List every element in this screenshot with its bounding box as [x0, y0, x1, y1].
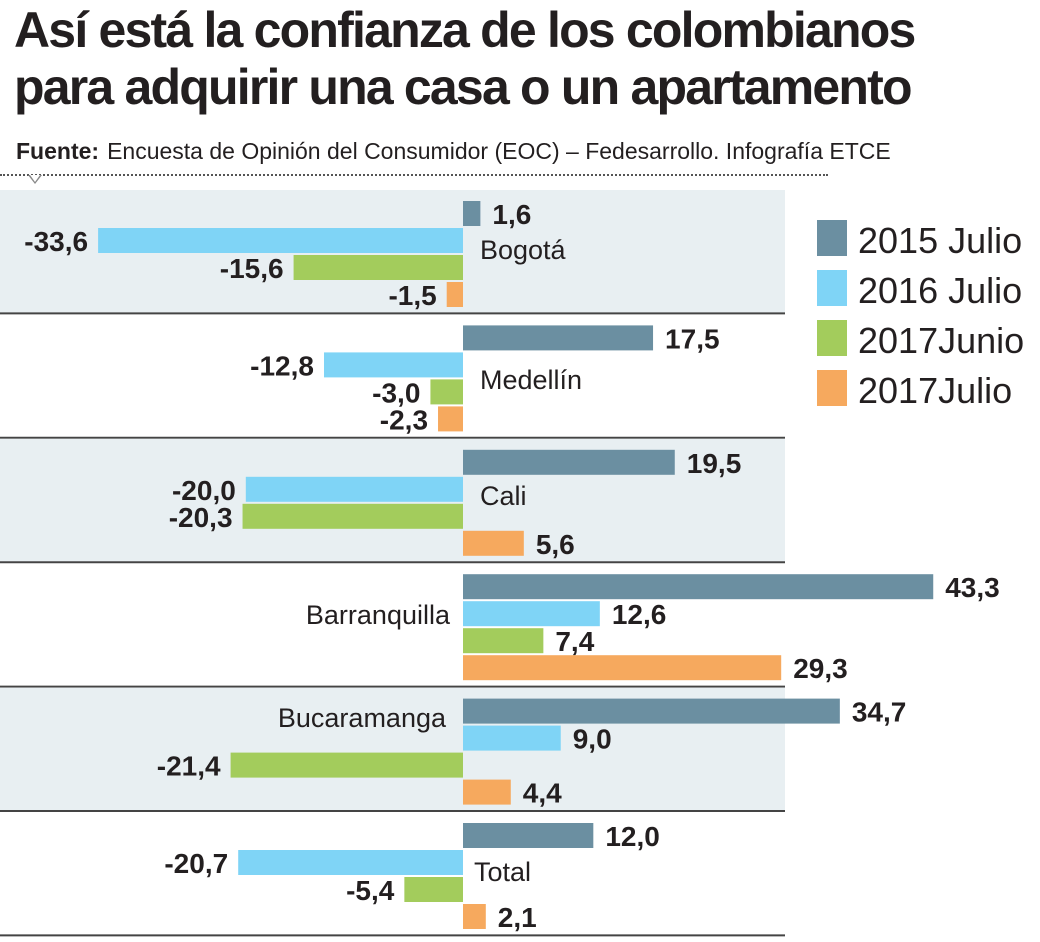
bar: [463, 779, 511, 805]
source-text: Encuesta de Opinión del Consumidor (EOC)…: [107, 138, 891, 164]
category-label: Total: [474, 857, 531, 887]
data-label: 34,7: [852, 697, 907, 728]
legend-swatch: [817, 220, 847, 256]
data-label: 5,6: [536, 529, 575, 560]
bar: [463, 698, 840, 724]
data-label: -3,0: [372, 377, 420, 408]
category-label: Medellín: [480, 365, 582, 395]
legend-label: 2017Junio: [858, 320, 1024, 361]
data-label: 7,4: [555, 626, 594, 657]
bar: [245, 476, 463, 502]
source-label: Fuente:: [16, 138, 100, 164]
legend-swatch: [817, 320, 847, 356]
data-label: 1,6: [492, 199, 531, 230]
data-label: 17,5: [665, 323, 720, 354]
chart-title: Así está la confianza de los colombianos…: [14, 2, 916, 115]
pointer-arrow-fill: [30, 175, 40, 182]
bar: [463, 325, 654, 351]
bar: [463, 530, 524, 556]
category-label: Cali: [480, 481, 527, 511]
data-label: -20,7: [164, 848, 228, 879]
bar: [463, 904, 486, 929]
category-label: Bucaramanga: [278, 703, 447, 733]
bar: [463, 574, 934, 600]
data-label: -20,3: [169, 502, 233, 533]
bar: [438, 406, 463, 432]
legend-swatch: [817, 370, 847, 406]
data-label: 4,4: [523, 778, 562, 809]
bar: [446, 282, 463, 307]
bar: [463, 449, 675, 475]
source-line: Fuente: Encuesta de Opinión del Consumido…: [16, 138, 891, 165]
data-label: 12,0: [605, 821, 660, 852]
data-label: 12,6: [612, 599, 667, 630]
data-label: -21,4: [157, 751, 221, 782]
bar: [463, 823, 594, 848]
bar: [230, 752, 463, 778]
bar: [238, 850, 463, 875]
bar: [98, 228, 463, 253]
data-label: -12,8: [250, 350, 314, 381]
bar: [323, 352, 463, 378]
bar: [463, 601, 600, 627]
bar: [463, 725, 561, 751]
legend-swatch: [817, 270, 847, 306]
data-label: 43,3: [945, 572, 1000, 603]
legend-label: 2017Julio: [858, 370, 1012, 411]
category-label: Barranquilla: [306, 600, 451, 630]
data-label: 19,5: [687, 448, 742, 479]
bar: [463, 655, 782, 681]
data-label: -1,5: [388, 280, 436, 311]
dotted-divider: [0, 174, 828, 176]
bar: [463, 628, 544, 654]
category-label: Bogotá: [480, 235, 567, 265]
data-label: -20,0: [172, 475, 236, 506]
data-label: -15,6: [220, 253, 284, 284]
data-label: -2,3: [380, 404, 428, 435]
bar: [404, 877, 463, 902]
bar: [293, 255, 463, 280]
data-label: -5,4: [346, 875, 395, 906]
data-label: -33,6: [24, 226, 88, 257]
bar: [242, 503, 463, 529]
legend-label: 2016 Julio: [858, 270, 1022, 311]
bar: [463, 201, 481, 226]
bar: [430, 379, 463, 405]
legend-label: 2015 Julio: [858, 220, 1022, 261]
data-label: 29,3: [793, 653, 848, 684]
data-label: 9,0: [573, 724, 612, 755]
data-label: 2,1: [498, 902, 537, 933]
